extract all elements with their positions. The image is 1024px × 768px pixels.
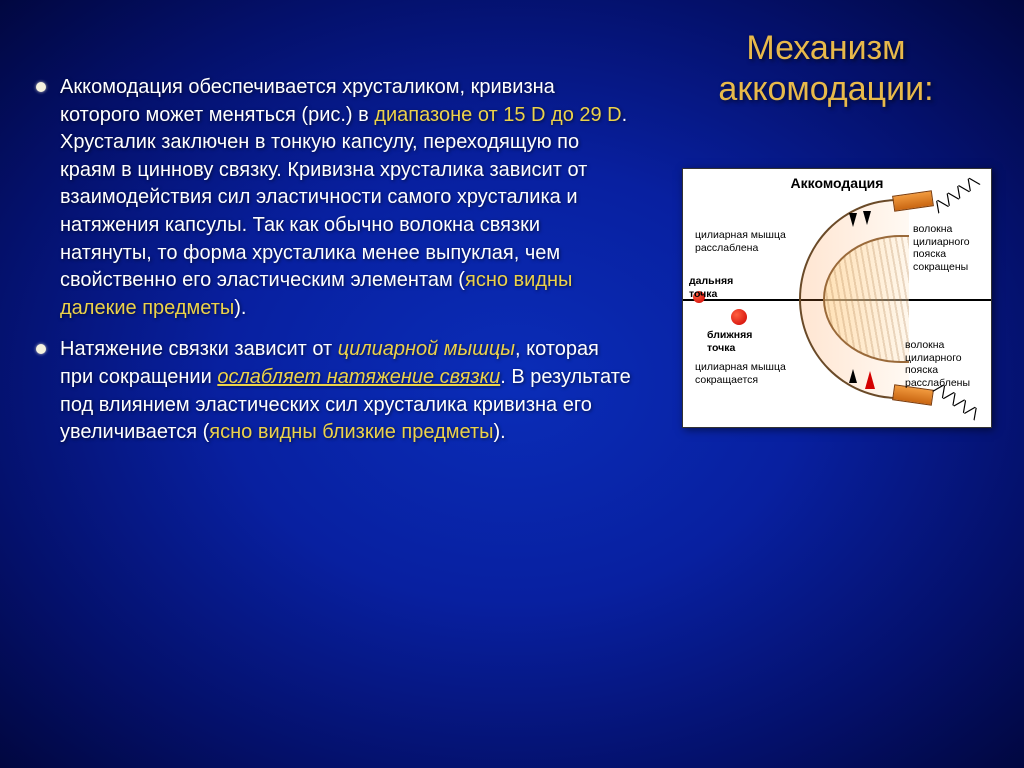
near-point-dot (731, 309, 747, 325)
label-ciliary-relaxed: цилиарная мышца расслаблена (695, 229, 787, 254)
p2-ciliary: цилиарной мышцы (338, 338, 515, 360)
p1-range: диапазоне от 15 D до 29 D (374, 104, 621, 126)
arrow-tension-top-2 (863, 211, 871, 225)
arrow-tension-top-1 (849, 213, 857, 227)
slide-title: Механизм аккомодации: (676, 28, 976, 110)
bullet-1: Аккомодация обеспечивается хрусталиком, … (30, 74, 634, 322)
p1-text-b: . Хрусталик заключен в тонкую капсулу, п… (60, 104, 627, 292)
arrow-tension-bot-1 (849, 369, 857, 383)
p2-text-g: ). (493, 421, 505, 443)
p2-conclusion: ясно видны близкие предметы (209, 421, 493, 443)
accommodation-figure: Аккомодация /\/\/\/\ /\/\/\/\ цилиарная … (682, 168, 992, 428)
p1-text-d: ). (234, 297, 246, 319)
figure-title: Аккомодация (683, 175, 991, 191)
ciliary-band-top (892, 190, 934, 211)
label-near-point: ближняя точка (707, 329, 779, 354)
label-far-point: дальняя точка (689, 275, 745, 300)
label-ciliary-contract: цилиарная мышца сокращается (695, 361, 787, 386)
p2-text-a: Натяжение связки зависит от (60, 338, 338, 360)
bullet-2: Натяжение связки зависит от цилиарной мы… (30, 336, 634, 446)
p2-weakens: ослабляет натяжение связки (217, 366, 500, 388)
slide-body: Аккомодация обеспечивается хрусталиком, … (30, 74, 634, 461)
arrow-red-bottom (865, 371, 875, 389)
label-fibers-relax: волокна цилиарного пояска расслаблены (905, 339, 985, 389)
label-fibers-short: волокна цилиарного пояска сокращены (913, 223, 985, 273)
